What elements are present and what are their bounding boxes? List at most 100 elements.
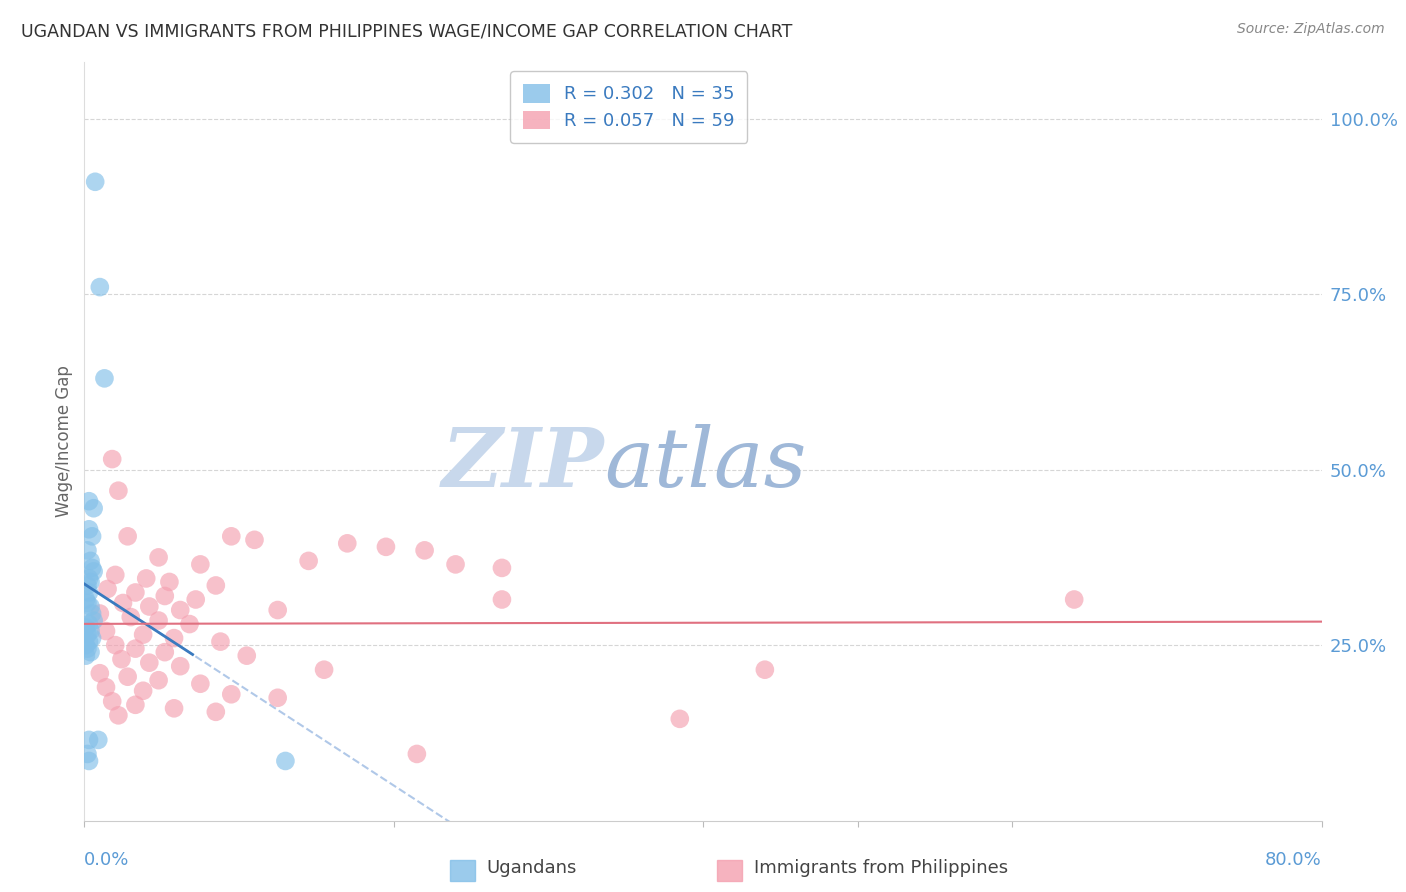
Point — [124, 585, 146, 599]
Point — [76, 578, 98, 592]
Point — [374, 540, 398, 554]
Point — [444, 558, 467, 572]
Point — [107, 483, 129, 498]
Point — [209, 634, 232, 648]
Point — [336, 536, 359, 550]
Point — [75, 592, 97, 607]
Point — [94, 624, 117, 639]
Point — [77, 754, 100, 768]
Point — [138, 599, 160, 614]
Point — [188, 677, 211, 691]
Point — [413, 543, 436, 558]
Point — [93, 371, 115, 385]
Point — [205, 705, 228, 719]
Point — [76, 747, 98, 761]
Point — [188, 558, 211, 572]
Point — [79, 574, 101, 589]
Point — [297, 554, 319, 568]
Point — [79, 554, 101, 568]
Point — [79, 599, 101, 614]
Point — [159, 574, 180, 589]
Point — [76, 641, 98, 656]
Point — [124, 698, 146, 712]
Point — [1063, 592, 1085, 607]
Point — [148, 673, 170, 688]
Point — [117, 529, 139, 543]
Point — [491, 592, 513, 607]
Point — [148, 550, 170, 565]
Point — [132, 627, 155, 641]
Point — [75, 648, 97, 663]
Point — [104, 638, 127, 652]
Point — [84, 175, 107, 189]
Point — [104, 568, 127, 582]
Point — [112, 596, 135, 610]
Point — [82, 561, 104, 575]
Point — [124, 641, 146, 656]
Point — [82, 607, 104, 621]
Point — [135, 571, 157, 585]
Point — [77, 617, 100, 632]
Point — [184, 592, 207, 607]
Point — [235, 648, 259, 663]
Point — [163, 701, 186, 715]
Text: 80.0%: 80.0% — [1265, 851, 1322, 869]
Text: 0.0%: 0.0% — [84, 851, 129, 869]
Point — [120, 610, 142, 624]
Point — [76, 543, 98, 558]
Point — [491, 561, 513, 575]
Text: atlas: atlas — [605, 425, 807, 504]
Point — [83, 501, 105, 516]
Point — [312, 663, 335, 677]
Point — [76, 627, 98, 641]
Point — [79, 645, 101, 659]
Point — [77, 522, 100, 536]
Point — [83, 565, 105, 579]
Point — [274, 754, 297, 768]
Point — [79, 624, 101, 639]
Point — [77, 732, 100, 747]
Point — [75, 638, 97, 652]
Point — [76, 596, 98, 610]
Point — [94, 680, 117, 694]
Point — [243, 533, 266, 547]
Point — [77, 494, 100, 508]
Text: ZIP: ZIP — [441, 425, 605, 504]
Point — [77, 585, 100, 599]
Point — [96, 582, 118, 596]
Point — [153, 645, 176, 659]
Point — [267, 690, 290, 705]
Legend: R = 0.302   N = 35, R = 0.057   N = 59: R = 0.302 N = 35, R = 0.057 N = 59 — [510, 71, 748, 143]
Text: UGANDAN VS IMMIGRANTS FROM PHILIPPINES WAGE/INCOME GAP CORRELATION CHART: UGANDAN VS IMMIGRANTS FROM PHILIPPINES W… — [21, 22, 793, 40]
Point — [405, 747, 427, 761]
Text: Ugandans: Ugandans — [486, 859, 576, 877]
Point — [107, 708, 129, 723]
Point — [82, 529, 104, 543]
Point — [75, 621, 97, 635]
Point — [77, 571, 100, 585]
Point — [83, 614, 105, 628]
Point — [117, 670, 139, 684]
Text: Immigrants from Philippines: Immigrants from Philippines — [754, 859, 1008, 877]
Point — [754, 663, 776, 677]
Point — [87, 732, 110, 747]
Point — [148, 614, 170, 628]
Point — [89, 666, 111, 681]
Point — [82, 631, 104, 645]
Point — [153, 589, 176, 603]
Point — [101, 694, 124, 708]
Point — [669, 712, 692, 726]
Point — [219, 529, 242, 543]
Point — [163, 631, 186, 645]
Point — [169, 659, 191, 673]
Point — [219, 687, 242, 701]
Point — [89, 280, 111, 294]
Point — [101, 452, 124, 467]
Point — [132, 683, 155, 698]
Point — [169, 603, 191, 617]
Y-axis label: Wage/Income Gap: Wage/Income Gap — [55, 366, 73, 517]
Point — [89, 607, 111, 621]
Point — [205, 578, 228, 592]
Point — [77, 634, 100, 648]
Text: Source: ZipAtlas.com: Source: ZipAtlas.com — [1237, 22, 1385, 37]
